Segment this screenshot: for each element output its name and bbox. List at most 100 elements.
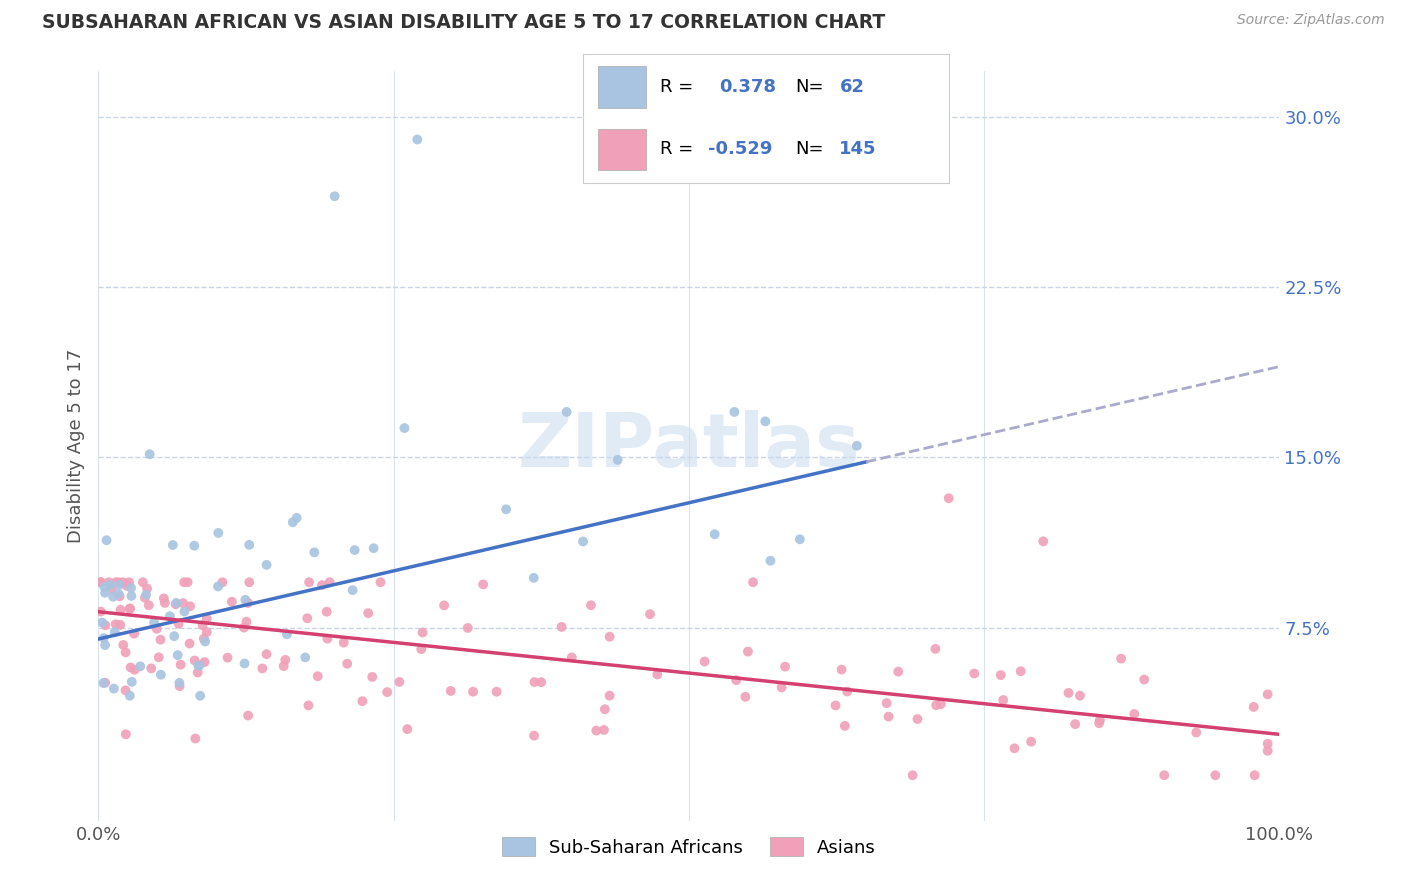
Point <box>233 592 256 607</box>
Point <box>396 722 419 736</box>
Point <box>495 502 517 516</box>
Point <box>1257 744 1279 758</box>
Point <box>110 618 132 632</box>
Point <box>236 708 259 723</box>
Point <box>149 667 172 681</box>
Text: R =: R = <box>661 140 693 158</box>
Point <box>1004 741 1026 756</box>
Point <box>187 665 209 680</box>
Point <box>188 689 211 703</box>
Point <box>907 712 929 726</box>
Point <box>236 596 259 610</box>
Point <box>217 650 239 665</box>
Point <box>485 684 508 698</box>
Point <box>561 650 583 665</box>
Text: -0.529: -0.529 <box>707 140 772 158</box>
Point <box>723 405 745 419</box>
Point <box>235 615 257 629</box>
Point <box>555 405 578 419</box>
Point <box>323 189 346 203</box>
Point <box>169 679 191 693</box>
Point <box>1243 768 1265 782</box>
Point <box>98 578 121 592</box>
Point <box>143 615 166 630</box>
Point <box>115 727 138 741</box>
Point <box>754 414 776 428</box>
Point <box>461 684 484 698</box>
Point <box>593 702 616 716</box>
Point <box>572 534 595 549</box>
Point <box>412 625 434 640</box>
Point <box>1057 686 1080 700</box>
Point <box>93 676 115 690</box>
Point <box>195 612 218 626</box>
Point <box>1204 768 1226 782</box>
Point <box>394 421 416 435</box>
Point <box>759 554 782 568</box>
Point <box>336 657 359 671</box>
Point <box>1123 706 1146 721</box>
Point <box>737 645 759 659</box>
Point <box>193 632 215 646</box>
Point <box>162 538 184 552</box>
Point <box>433 599 456 613</box>
Point <box>342 583 364 598</box>
Point <box>191 618 214 632</box>
Point <box>770 681 793 695</box>
Point <box>114 683 136 698</box>
Point <box>457 621 479 635</box>
Point <box>773 659 796 673</box>
Point <box>115 579 138 593</box>
Point <box>645 667 668 681</box>
Point <box>97 575 120 590</box>
Point <box>599 689 621 703</box>
Point <box>120 581 142 595</box>
Point <box>132 575 155 590</box>
Point <box>238 575 260 590</box>
Point <box>114 645 136 659</box>
Point <box>734 690 756 704</box>
Point <box>188 658 211 673</box>
Point <box>837 684 859 698</box>
Point <box>193 655 215 669</box>
Point <box>256 647 278 661</box>
Point <box>281 516 304 530</box>
Point <box>108 590 131 604</box>
Point <box>179 599 201 614</box>
Point <box>285 511 308 525</box>
Legend: Sub-Saharan Africans, Asians: Sub-Saharan Africans, Asians <box>495 830 883 864</box>
Point <box>167 616 190 631</box>
Point <box>136 582 159 596</box>
Point <box>138 598 160 612</box>
Point <box>94 675 117 690</box>
Point <box>233 621 256 635</box>
Point <box>297 611 319 625</box>
Point <box>90 605 112 619</box>
Point <box>1019 734 1042 748</box>
Point <box>104 624 127 639</box>
Point <box>1257 737 1279 751</box>
Point <box>238 538 260 552</box>
Point <box>118 602 141 616</box>
Point <box>149 632 172 647</box>
Point <box>276 627 298 641</box>
Point <box>789 533 811 547</box>
Text: 62: 62 <box>839 78 865 96</box>
Point <box>1032 534 1054 549</box>
Point <box>440 684 463 698</box>
Point <box>845 439 868 453</box>
Point <box>1069 689 1091 703</box>
Point <box>363 541 385 556</box>
Point <box>120 601 142 615</box>
FancyBboxPatch shape <box>598 128 645 170</box>
Point <box>233 657 256 671</box>
Point <box>273 659 295 673</box>
FancyBboxPatch shape <box>598 67 645 108</box>
Point <box>124 663 146 677</box>
Point <box>173 575 195 590</box>
Text: 145: 145 <box>839 140 877 158</box>
Point <box>579 599 602 613</box>
Point <box>1064 717 1087 731</box>
Point <box>1133 673 1156 687</box>
Point <box>876 696 898 710</box>
